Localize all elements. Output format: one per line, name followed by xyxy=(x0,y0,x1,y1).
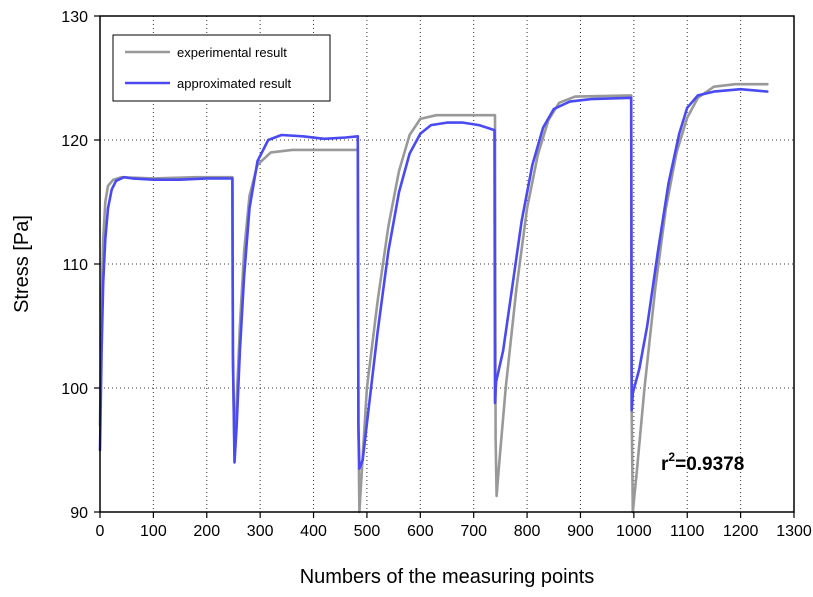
r-squared-annotation: r2=0.9378 xyxy=(661,450,744,475)
x-tick-label: 500 xyxy=(354,523,381,540)
x-tick-label: 400 xyxy=(300,523,327,540)
y-axis-title: Stress [Pa] xyxy=(11,215,33,313)
tick-layer: 0 100 200 300 400 500 600 700 800 900 1000 1100 1200… xyxy=(61,9,812,540)
y-tick-label: 120 xyxy=(61,133,88,150)
y-tick-label: 100 xyxy=(61,381,88,398)
x-axis-title: Numbers of the measuring points xyxy=(300,566,595,588)
series-layer xyxy=(98,82,769,514)
grid-layer xyxy=(100,16,794,512)
y-tick-label: 90 xyxy=(70,505,88,522)
y-tick-label: 130 xyxy=(61,9,88,26)
x-tick-label: 1000 xyxy=(616,523,652,540)
x-tick-label: 100 xyxy=(140,523,167,540)
x-tick-label: 700 xyxy=(460,523,487,540)
x-tick-label: 600 xyxy=(407,523,434,540)
legend: experimental result approximated result xyxy=(112,34,331,102)
x-tick-label: 200 xyxy=(193,523,220,540)
x-tick-label: 1200 xyxy=(723,523,759,540)
r-squared-base: r xyxy=(661,454,669,475)
r-squared-superscript: 2 xyxy=(668,450,675,464)
x-tick-label: 0 xyxy=(96,523,105,540)
legend-label-approximated: approximated result xyxy=(177,76,292,91)
x-tick-label: 1100 xyxy=(670,523,705,540)
x-tick-label: 300 xyxy=(247,523,274,540)
series-line-experimental xyxy=(98,82,769,514)
x-tick-label: 900 xyxy=(567,523,594,540)
r-squared-value: =0.9378 xyxy=(675,454,744,475)
x-tick-label: 1300 xyxy=(776,523,812,540)
x-tick-label: 800 xyxy=(514,523,541,540)
series-line-approximated xyxy=(98,87,769,470)
legend-box xyxy=(112,34,331,102)
y-tick-label: 110 xyxy=(62,257,88,274)
legend-label-experimental: experimental result xyxy=(177,45,287,60)
